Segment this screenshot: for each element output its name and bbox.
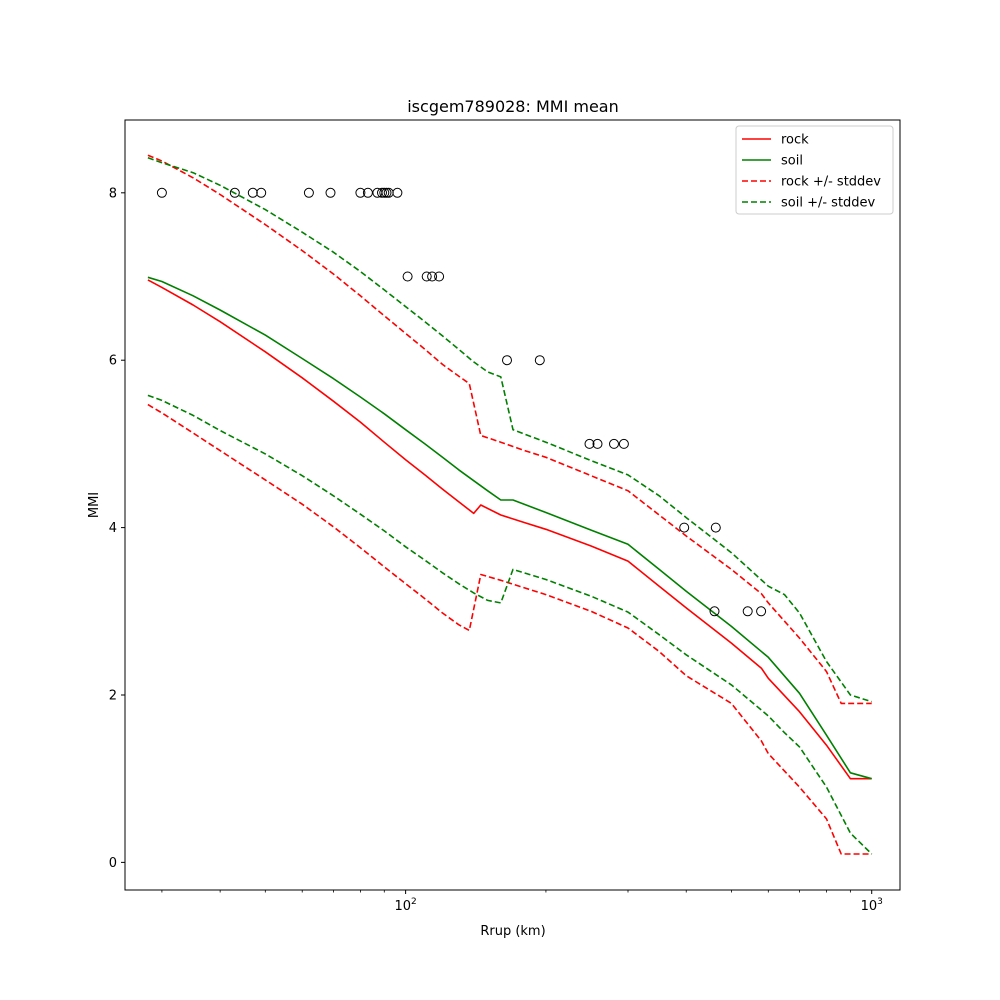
observation-point bbox=[392, 187, 403, 198]
series-line-0 bbox=[147, 279, 872, 780]
observation-point bbox=[534, 355, 545, 366]
y-tick-label: 0 bbox=[109, 856, 117, 871]
series-layer bbox=[147, 154, 873, 855]
observation-point bbox=[584, 438, 595, 449]
observation-point bbox=[679, 522, 690, 533]
series-line-3 bbox=[147, 403, 872, 855]
legend-label: rock bbox=[781, 133, 809, 148]
legend: rock soil rock +/- stddev soil +/- stddev bbox=[735, 125, 894, 215]
observation-point bbox=[325, 187, 336, 198]
x-axis-label: Rrup (km) bbox=[480, 924, 545, 939]
observation-points bbox=[156, 187, 767, 617]
observation-point bbox=[710, 522, 721, 533]
x-tick-label: 102 bbox=[394, 897, 416, 914]
observation-point bbox=[434, 271, 445, 282]
observation-point bbox=[742, 606, 753, 617]
observation-point bbox=[256, 187, 267, 198]
observation-point bbox=[609, 438, 619, 449]
legend-label: soil bbox=[781, 154, 803, 169]
observation-point bbox=[247, 187, 258, 198]
observation-point bbox=[618, 438, 629, 449]
y-tick-label: 4 bbox=[109, 521, 117, 536]
y-tick-label: 8 bbox=[109, 186, 117, 201]
x-tick-label: 103 bbox=[861, 897, 883, 914]
y-tick-label: 6 bbox=[109, 354, 117, 369]
observation-point bbox=[592, 438, 603, 449]
observation-point bbox=[427, 271, 438, 282]
observation-point bbox=[381, 187, 392, 198]
observation-point bbox=[377, 187, 387, 198]
observation-point bbox=[709, 606, 720, 617]
series-line-4 bbox=[147, 156, 872, 703]
observation-point bbox=[156, 187, 167, 198]
y-tick-label: 2 bbox=[109, 688, 117, 703]
legend-label: soil +/- stddev bbox=[781, 196, 876, 211]
y-axis-label: MMI bbox=[87, 492, 102, 518]
y-axis: 0 2 4 6 8 bbox=[109, 186, 125, 871]
observation-point bbox=[229, 187, 240, 198]
observation-point bbox=[421, 271, 432, 282]
series-line-2 bbox=[147, 154, 872, 705]
observation-point bbox=[502, 355, 512, 366]
observation-point bbox=[303, 187, 314, 198]
observation-point bbox=[379, 187, 390, 198]
plot-frame bbox=[124, 119, 901, 891]
x-axis: 102 103 bbox=[161, 890, 883, 914]
chart-title: iscgem789028: MMI mean bbox=[407, 97, 619, 116]
legend-box bbox=[735, 125, 894, 215]
series-line-5 bbox=[147, 394, 873, 855]
observation-point bbox=[355, 187, 366, 198]
legend-label: rock +/- stddev bbox=[781, 175, 881, 190]
series-line-1 bbox=[147, 276, 872, 780]
observation-point bbox=[402, 271, 413, 282]
observation-point bbox=[756, 606, 767, 617]
